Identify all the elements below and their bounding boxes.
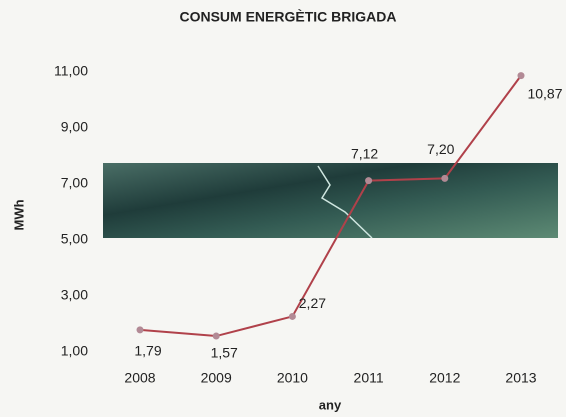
value-label: 1,79 (134, 343, 161, 359)
chart-title: CONSUM ENERGÈTIC BRIGADA (179, 9, 396, 25)
marker (441, 174, 449, 182)
y-tick-label: 1,00 (61, 343, 88, 359)
lightning (317, 165, 373, 239)
value-label: 7,20 (427, 141, 454, 157)
marker (136, 326, 144, 334)
marker (212, 332, 220, 340)
x-tick-label: 2009 (201, 370, 232, 386)
x-tick-label: 2010 (277, 370, 308, 386)
y-tick-label: 3,00 (61, 287, 88, 303)
y-tick-label: 11,00 (54, 63, 88, 79)
value-label: 2,27 (299, 295, 326, 311)
x-tick-label: 2012 (429, 370, 460, 386)
x-axis-title: any (319, 397, 342, 412)
y-tick-label: 9,00 (61, 119, 88, 135)
marker (365, 177, 373, 185)
marker (288, 312, 296, 320)
x-tick-label: 2013 (505, 370, 536, 386)
marker (517, 72, 525, 80)
line (139, 75, 522, 338)
y-tick-label: 5,00 (61, 231, 88, 247)
x-tick-label: 2011 (354, 370, 384, 386)
value-label: 1,57 (211, 345, 238, 361)
y-axis-title: MWh (11, 199, 26, 230)
y-tick-label: 7,00 (61, 175, 88, 191)
x-tick-label: 2008 (124, 370, 155, 386)
value-label: 10,87 (527, 85, 562, 101)
background-image (103, 163, 558, 238)
value-label: 7,12 (351, 145, 378, 161)
